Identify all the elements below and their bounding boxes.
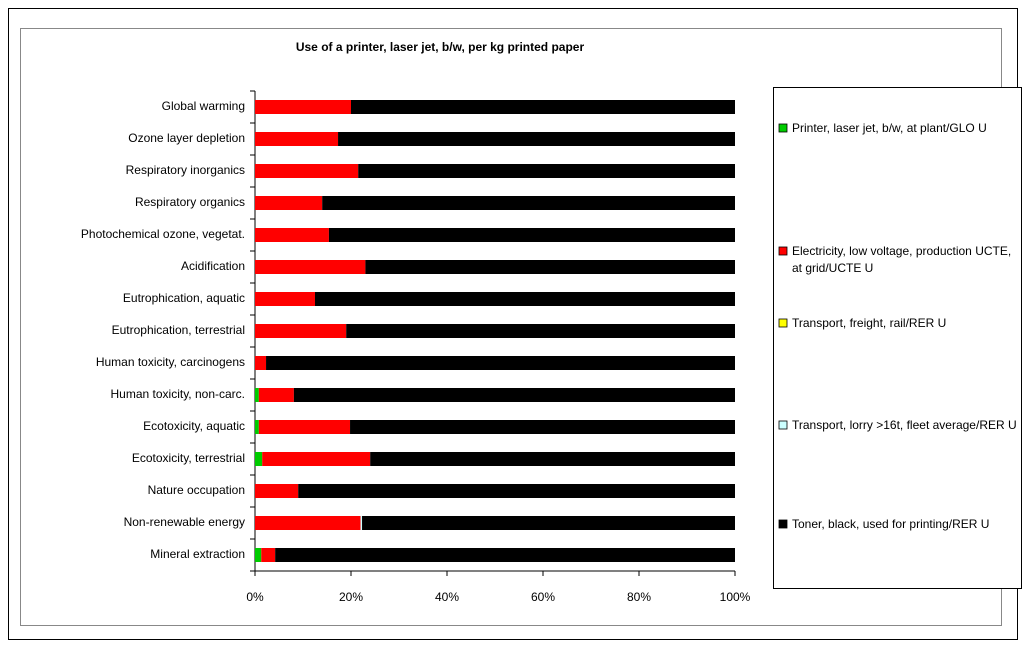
bar-segment [315,292,735,306]
bar-segment [262,452,371,466]
y-tick-label: Human toxicity, non-carc. [111,387,246,401]
legend-label: Transport, lorry >16t, fleet average/RER… [792,418,1017,432]
y-tick-label: Mineral extraction [150,547,245,561]
bar-segment [255,228,329,242]
y-tick-label: Ecotoxicity, aquatic [143,419,245,433]
bar-segment [255,292,315,306]
bar-segment [255,100,351,114]
y-tick-label: Ozone layer depletion [128,131,245,145]
y-tick-label: Acidification [181,259,245,273]
legend-label: Toner, black, used for printing/RER U [792,517,990,531]
bar-segment [255,516,361,530]
legend-label: Transport, freight, rail/RER U [792,316,947,330]
bar-segment [255,484,299,498]
bar-segment [328,228,735,242]
bar-segment [293,388,735,402]
bar-segment [360,516,363,530]
y-tick-label: Eutrophication, aquatic [123,291,245,305]
x-tick-label: 40% [435,590,459,604]
y-tick-label: Ecotoxicity, terrestrial [132,451,245,465]
y-tick-label: Nature occupation [148,483,245,497]
bar-segment [266,356,735,370]
x-tick-label: 80% [627,590,651,604]
bar-segment [351,100,735,114]
bar-segment [322,196,735,210]
y-tick-label: Photochemical ozone, vegetat. [81,227,245,241]
legend-label: Printer, laser jet, b/w, at plant/GLO U [792,121,987,135]
x-tick-label: 20% [339,590,363,604]
legend-swatch [778,123,788,133]
y-tick-label: Human toxicity, carcinogens [96,355,245,369]
bar-segment [350,420,735,434]
bar-segment [255,260,366,274]
legend-swatch [778,420,788,430]
x-tick-label: 100% [720,590,751,604]
bar-segment [358,164,735,178]
y-tick-label: Respiratory organics [135,195,245,209]
bar-segment [275,548,735,562]
legend-label: Electricity, low voltage, production UCT… [792,244,1012,275]
bar-segment [298,484,735,498]
legend-swatch [778,246,788,256]
bar-segment [255,164,359,178]
bar-segment [346,324,735,338]
bar-segment [370,452,735,466]
chart-title: Use of a printer, laser jet, b/w, per kg… [296,40,585,54]
legend-swatch [778,519,788,529]
y-tick-label: Respiratory inorganics [126,163,245,177]
bar-segment [261,548,276,562]
bar-segment [258,388,294,402]
bar-segment [362,516,735,530]
bar-segment [255,196,323,210]
bar-segment [255,420,259,434]
bar-segment [255,548,262,562]
y-tick-label: Non-renewable energy [124,515,245,529]
bar-segment [255,324,347,338]
x-tick-label: 60% [531,590,555,604]
bar-segment [255,388,259,402]
bar-segment [255,452,263,466]
bar-segment [365,260,735,274]
bar-segment [255,356,267,370]
bar-segment [258,420,351,434]
y-tick-label: Eutrophication, terrestrial [112,323,245,337]
y-tick-label: Global warming [162,99,245,113]
bar-segment [338,132,735,146]
legend-swatch [778,318,788,328]
legend-frame [773,87,1022,589]
x-tick-label: 0% [246,590,264,604]
bar-segment [255,132,339,146]
